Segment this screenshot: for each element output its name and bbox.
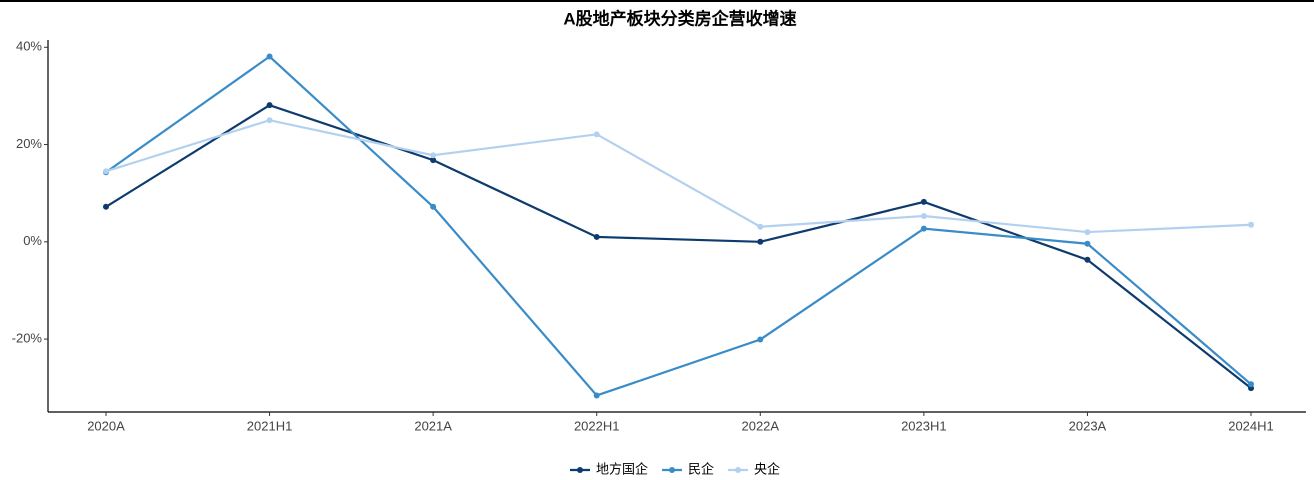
y-tick-label: 0%: [23, 233, 42, 248]
data-point: [1248, 221, 1254, 228]
data-point: [757, 238, 764, 245]
data-point: [103, 203, 109, 210]
x-tick-label: 2020A: [87, 418, 125, 433]
legend-dot: [735, 467, 742, 473]
data-point: [430, 157, 437, 164]
legend-label: 央企: [754, 461, 780, 476]
data-point: [593, 392, 600, 399]
data-point: [1084, 256, 1091, 263]
data-point: [920, 213, 927, 220]
data-point: [1084, 229, 1091, 236]
series-line: [105, 55, 1252, 397]
x-tick-label: 2021H1: [247, 418, 293, 433]
data-point: [593, 233, 600, 240]
x-tick-label: 2023H1: [901, 418, 947, 433]
data-point: [430, 152, 437, 159]
data-point: [757, 223, 764, 230]
chart-title: A股地产板块分类房企营收增速: [563, 8, 796, 28]
data-point: [593, 131, 600, 138]
data-point: [920, 198, 927, 205]
legend-label: 民企: [688, 461, 714, 476]
data-point: [430, 203, 437, 210]
y-tick-label: -20%: [12, 330, 43, 345]
data-point: [757, 336, 764, 343]
y-tick-label: 40%: [16, 39, 42, 54]
x-tick-label: 2022A: [741, 418, 779, 433]
x-tick-label: 2022H1: [574, 418, 620, 433]
data-point: [1248, 381, 1254, 388]
data-point: [920, 225, 927, 232]
data-point: [266, 53, 273, 60]
series-line: [105, 119, 1252, 234]
legend-dot: [669, 467, 676, 473]
legend-dot: [577, 467, 583, 473]
series-line: [105, 103, 1252, 390]
data-point: [103, 168, 109, 175]
x-tick-label: 2021A: [414, 418, 452, 433]
legend-label: 地方国企: [596, 461, 648, 476]
data-point: [266, 102, 273, 109]
y-tick-label: 20%: [16, 136, 42, 151]
data-point: [266, 117, 273, 124]
data-point: [1084, 240, 1091, 247]
x-tick-label: 2024H1: [1228, 418, 1274, 433]
x-tick-label: 2023A: [1069, 418, 1107, 433]
